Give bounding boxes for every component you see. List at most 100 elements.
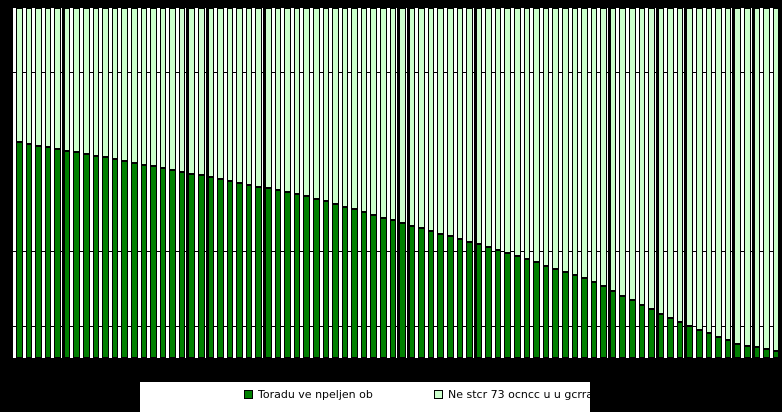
dark-green-segment	[457, 240, 463, 357]
light-green-segment	[333, 9, 338, 205]
dark-green-segment	[505, 254, 511, 357]
light-green-segment	[620, 9, 625, 297]
dark-green-segment	[697, 330, 702, 357]
bar-slot	[406, 8, 416, 358]
bar-slot	[128, 8, 138, 358]
light-green-segment	[687, 9, 693, 328]
stacked-bar	[44, 8, 52, 358]
bar-slot	[588, 8, 598, 358]
bar-slot	[482, 8, 492, 358]
bar-slot	[109, 8, 119, 358]
stacked-bar	[379, 8, 387, 358]
light-green-segment	[285, 9, 290, 194]
stacked-bar	[696, 8, 703, 358]
stacked-bar	[542, 8, 550, 358]
dark-green-segment	[725, 341, 731, 357]
stacked-bar	[197, 8, 205, 358]
dark-green-segment	[36, 146, 41, 357]
stacked-bar	[447, 8, 454, 358]
stacked-bar	[590, 8, 598, 358]
stacked-bar	[456, 8, 464, 358]
dark-green-segment	[400, 223, 405, 357]
bar-slot	[42, 8, 52, 358]
legend-label-dark-series: Toradu ve npeljen ob	[258, 388, 373, 401]
dark-green-segment	[198, 176, 204, 357]
light-green-segment	[103, 9, 108, 159]
dark-green-segment	[630, 301, 635, 357]
bar-slot	[61, 8, 71, 358]
stacked-bar	[705, 8, 713, 358]
light-green-segment	[256, 9, 262, 188]
dark-green-segment	[677, 323, 683, 357]
bar-slot	[387, 8, 397, 358]
stacked-bar	[217, 8, 224, 358]
stacked-bar	[140, 8, 148, 358]
bar-slot	[569, 8, 579, 358]
dark-green-segment	[572, 276, 578, 357]
light-green-segment	[419, 9, 424, 230]
dark-green-swatch-icon	[244, 390, 253, 399]
bar-slot	[693, 8, 703, 358]
light-green-segment	[601, 9, 606, 288]
stacked-bar	[236, 8, 243, 358]
light-green-segment	[438, 9, 444, 235]
light-green-segment	[189, 9, 194, 175]
dark-green-segment	[103, 158, 108, 357]
light-green-segment	[524, 9, 530, 261]
dark-green-segment	[304, 196, 309, 357]
stacked-bar	[533, 8, 540, 358]
bar-slot	[281, 8, 291, 358]
bar-slot	[348, 8, 358, 358]
dark-green-segment	[64, 151, 70, 357]
bar-slot	[597, 8, 607, 358]
dark-green-segment	[764, 350, 769, 357]
bar-slot	[70, 8, 81, 358]
stacked-bar	[245, 8, 253, 358]
stacked-bar	[437, 8, 445, 358]
bar-slot	[118, 8, 128, 358]
dark-green-segment	[419, 229, 424, 357]
light-green-segment	[179, 9, 185, 173]
light-green-segment	[773, 9, 779, 352]
dark-green-segment	[218, 179, 223, 357]
stacked-bar	[35, 8, 42, 358]
dark-green-segment	[649, 310, 654, 357]
stacked-bar	[121, 8, 128, 358]
stacked-bar	[514, 8, 521, 358]
bar-slot	[425, 8, 435, 358]
bar-slot	[195, 8, 205, 358]
stacked-bar	[360, 8, 368, 358]
stacked-bar	[111, 8, 119, 358]
bar-slot	[626, 8, 636, 358]
stacked-bar	[648, 8, 655, 358]
dark-green-segment	[754, 348, 760, 357]
dark-green-segment	[74, 153, 80, 357]
stacked-bar	[397, 8, 406, 358]
light-green-segment	[131, 9, 137, 164]
bar-slot	[463, 8, 473, 358]
dark-green-segment	[294, 195, 300, 357]
bar-slot	[205, 8, 215, 358]
light-green-segment	[476, 9, 482, 246]
dark-green-segment	[313, 199, 319, 357]
bar-slot	[549, 8, 559, 358]
light-green-segment	[74, 9, 80, 154]
dark-green-segment	[467, 242, 472, 357]
light-green-segment	[553, 9, 558, 270]
dark-green-segment	[390, 220, 396, 357]
bar-slot	[616, 8, 626, 358]
dark-green-segment	[428, 231, 434, 357]
bar-slot	[224, 8, 234, 358]
bar-slot	[674, 8, 684, 358]
light-green-segment	[486, 9, 491, 249]
light-green-swatch-icon	[434, 390, 443, 399]
light-green-segment	[198, 9, 204, 177]
dark-green-segment	[256, 187, 262, 357]
dark-green-segment	[409, 226, 415, 357]
dark-green-segment	[189, 174, 194, 357]
stacked-bar	[73, 8, 81, 358]
bar-slot	[530, 8, 540, 358]
stacked-bar	[600, 8, 607, 358]
light-green-segment	[275, 9, 281, 192]
dark-green-segment	[151, 167, 156, 357]
